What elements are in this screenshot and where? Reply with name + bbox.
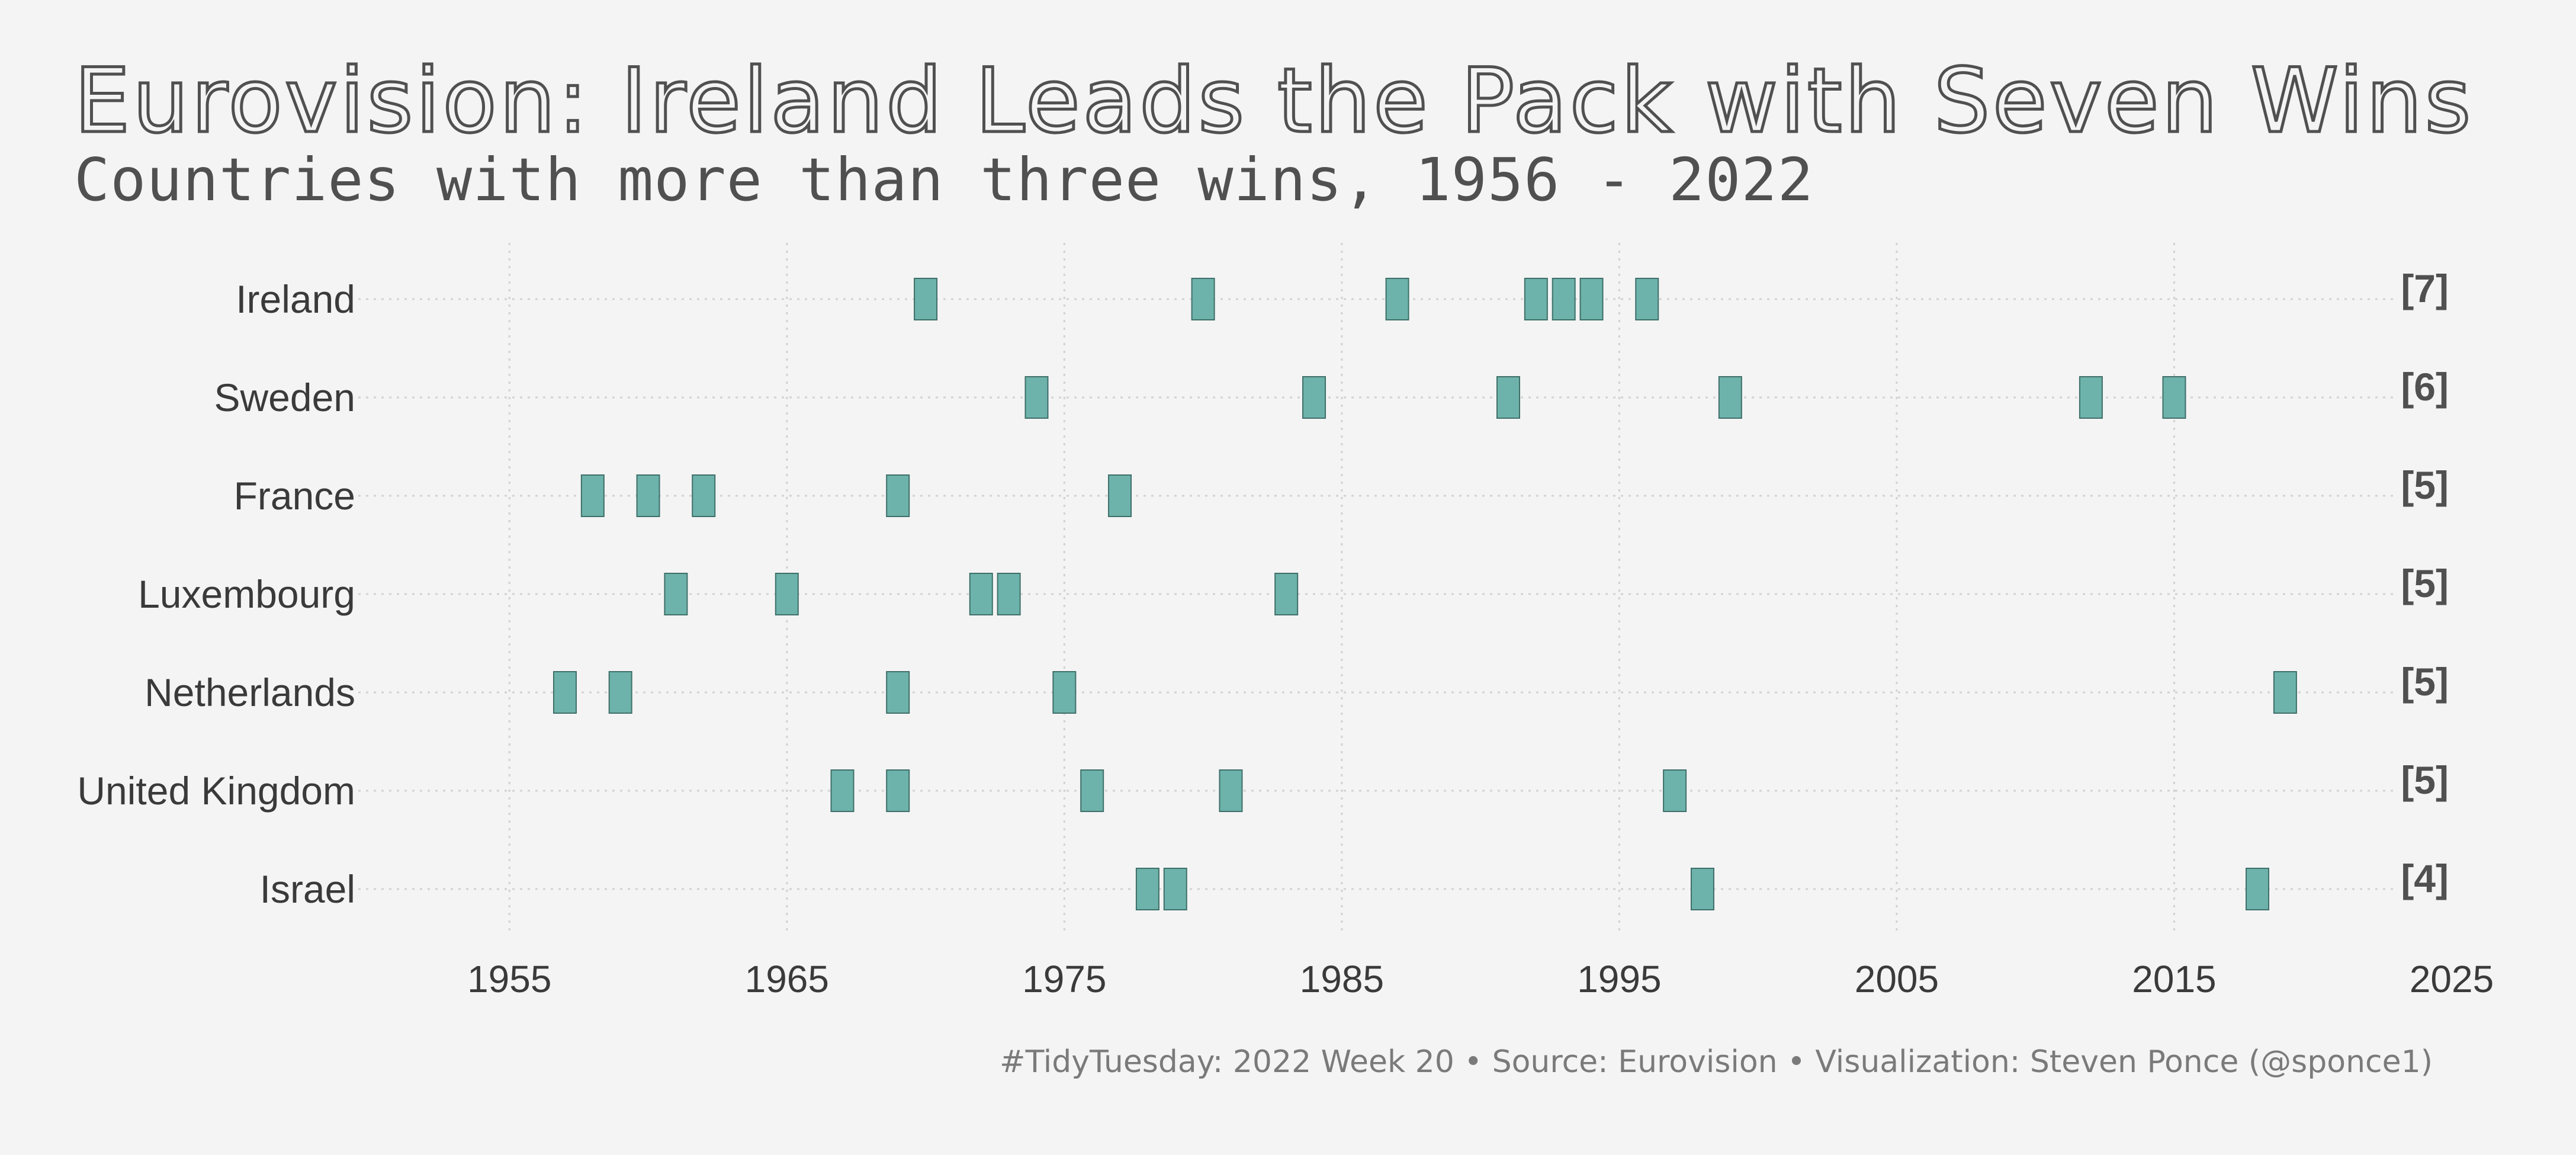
win-mark	[553, 671, 577, 714]
win-mark	[1690, 868, 1714, 910]
win-mark	[1080, 769, 1104, 812]
labels-layer: 1955 1965 1975 1985 1995 2005 2015 2025 Ireland […	[77, 267, 2494, 1000]
win-mark	[1302, 376, 1326, 419]
country-label: Luxembourg	[138, 572, 355, 616]
x-tick-label: 2005	[1855, 958, 1939, 1000]
chart-caption: #TidyTuesday: 2022 Week 20 • Source: Eur…	[1000, 1044, 2433, 1080]
win-mark	[1579, 278, 1604, 320]
win-mark	[2273, 671, 2297, 714]
win-mark	[1024, 376, 1049, 419]
win-mark	[886, 474, 910, 517]
win-mark	[636, 474, 660, 517]
chart-title: Eurovision: Ireland Leads the Pack with …	[74, 50, 2474, 153]
x-tick-label: 1985	[1300, 958, 1384, 1000]
x-tick-label: 2025	[2410, 958, 2494, 1000]
x-tick-label: 2015	[2132, 958, 2216, 1000]
win-mark	[1108, 474, 1132, 517]
win-count-label: [7]	[2401, 267, 2449, 310]
win-mark	[1524, 278, 1548, 320]
win-mark	[1219, 769, 1243, 812]
win-mark	[1552, 278, 1576, 320]
win-mark	[692, 474, 716, 517]
win-mark	[1718, 376, 1742, 419]
x-tick-label: 1955	[467, 958, 551, 1000]
win-mark	[969, 573, 993, 615]
win-mark	[608, 671, 632, 714]
x-tick-label: 1975	[1022, 958, 1106, 1000]
win-mark	[1496, 376, 1520, 419]
win-count-label: [5]	[2401, 562, 2449, 605]
win-mark	[775, 573, 799, 615]
win-mark	[664, 573, 688, 615]
marks-layer	[553, 278, 2297, 910]
win-mark	[2162, 376, 2186, 419]
country-label: Netherlands	[144, 670, 355, 714]
win-mark	[997, 573, 1021, 615]
x-tick-label: 1965	[745, 958, 829, 1000]
win-mark	[1135, 868, 1159, 910]
country-label: Israel	[260, 867, 355, 911]
country-label: France	[234, 474, 355, 518]
country-label: Sweden	[214, 376, 355, 419]
win-mark	[886, 671, 910, 714]
win-mark	[1163, 868, 1187, 910]
win-count-label: [6]	[2401, 365, 2449, 409]
win-mark	[830, 769, 855, 812]
win-mark	[1274, 573, 1299, 615]
chart-subtitle: Countries with more than three wins, 195…	[74, 145, 1814, 214]
win-mark	[580, 474, 605, 517]
win-count-label: [5]	[2401, 660, 2449, 704]
win-count-label: [5]	[2401, 758, 2449, 802]
country-label: United Kingdom	[77, 769, 355, 813]
win-mark	[914, 278, 938, 320]
win-mark	[1635, 278, 1659, 320]
win-mark	[1385, 278, 1409, 320]
win-mark	[1052, 671, 1077, 714]
win-mark	[2246, 868, 2270, 910]
x-tick-label: 1995	[1577, 958, 1661, 1000]
win-count-label: [5]	[2401, 463, 2449, 507]
country-label: Ireland	[236, 277, 355, 321]
win-mark	[886, 769, 910, 812]
win-count-label: [4]	[2401, 856, 2449, 900]
win-mark	[2079, 376, 2103, 419]
win-mark	[1663, 769, 1687, 812]
win-mark	[1191, 278, 1215, 320]
grid-layer	[358, 243, 2395, 936]
